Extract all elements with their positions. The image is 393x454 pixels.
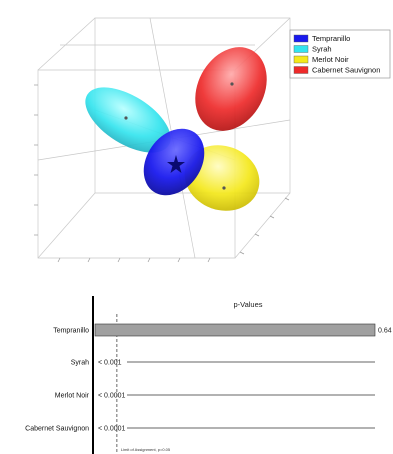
legend-label-cabernet-sauvignon: Cabernet Sauvignon	[312, 66, 380, 75]
axis-ticks	[34, 84, 290, 263]
legend-label-merlot-noir: Merlot Noir	[312, 55, 349, 64]
ellipsoid-merlot-noir	[184, 145, 260, 211]
legend-swatch-tempranillo	[293, 34, 309, 43]
value-label-cabernet-sauvignon: < 0.0001	[98, 426, 126, 433]
value-label-syrah: < 0.001	[98, 360, 122, 367]
legend-swatch-syrah	[293, 45, 309, 53]
value-label-tempranillo: 0.64	[378, 328, 392, 335]
value-label-merlot-noir: < 0.0001	[98, 393, 126, 400]
category-label-syrah: Syrah	[71, 360, 89, 367]
category-label-merlot-noir: Merlot Noir	[55, 393, 90, 400]
bar-tempranillo	[94, 323, 376, 337]
threshold-label: Limit of Assignment, p=0.05	[121, 447, 171, 452]
category-label-cabernet-sauvignon: Cabernet Sauvignon	[25, 426, 89, 433]
chart-title: p-Values	[233, 300, 262, 309]
tempranillo-star-marker	[167, 155, 185, 173]
legend-label-syrah: Syrah	[312, 45, 332, 54]
legend-swatch-cabernet-sauvignon	[293, 66, 309, 74]
legend-swatch-merlot-noir	[293, 55, 309, 64]
category-label-tempranillo: Tempranillo	[53, 328, 89, 335]
legend-label-tempranillo: Tempranillo	[312, 34, 350, 43]
ellipsoid-syrah	[85, 87, 171, 153]
p-values-bar-chart: p-Values Limit of Assignment, p=0.05 Tem…	[25, 296, 392, 454]
ellipsoid-tempranillo	[143, 128, 205, 196]
ellipsoid-cabernet-sauvignon	[195, 47, 267, 131]
